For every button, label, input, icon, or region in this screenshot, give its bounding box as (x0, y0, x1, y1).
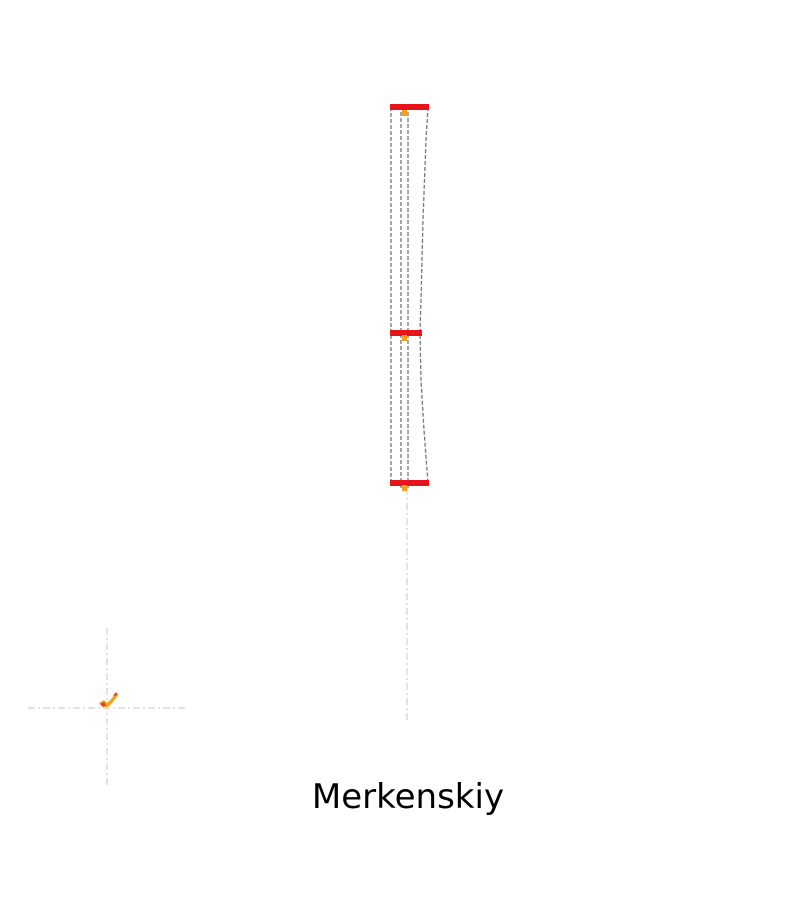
middle-node-marker (402, 335, 407, 341)
middle-bar (390, 330, 422, 336)
upper-node-marker (402, 110, 407, 116)
lower-node-marker (402, 485, 407, 491)
orange-marker-icon (99, 692, 118, 707)
tapered-column (390, 106, 429, 488)
column-outer-right-edge (419, 106, 429, 484)
diagram-title: Merkenskiy (311, 777, 505, 817)
lower-bar (390, 480, 429, 486)
upper-bar (390, 104, 429, 110)
